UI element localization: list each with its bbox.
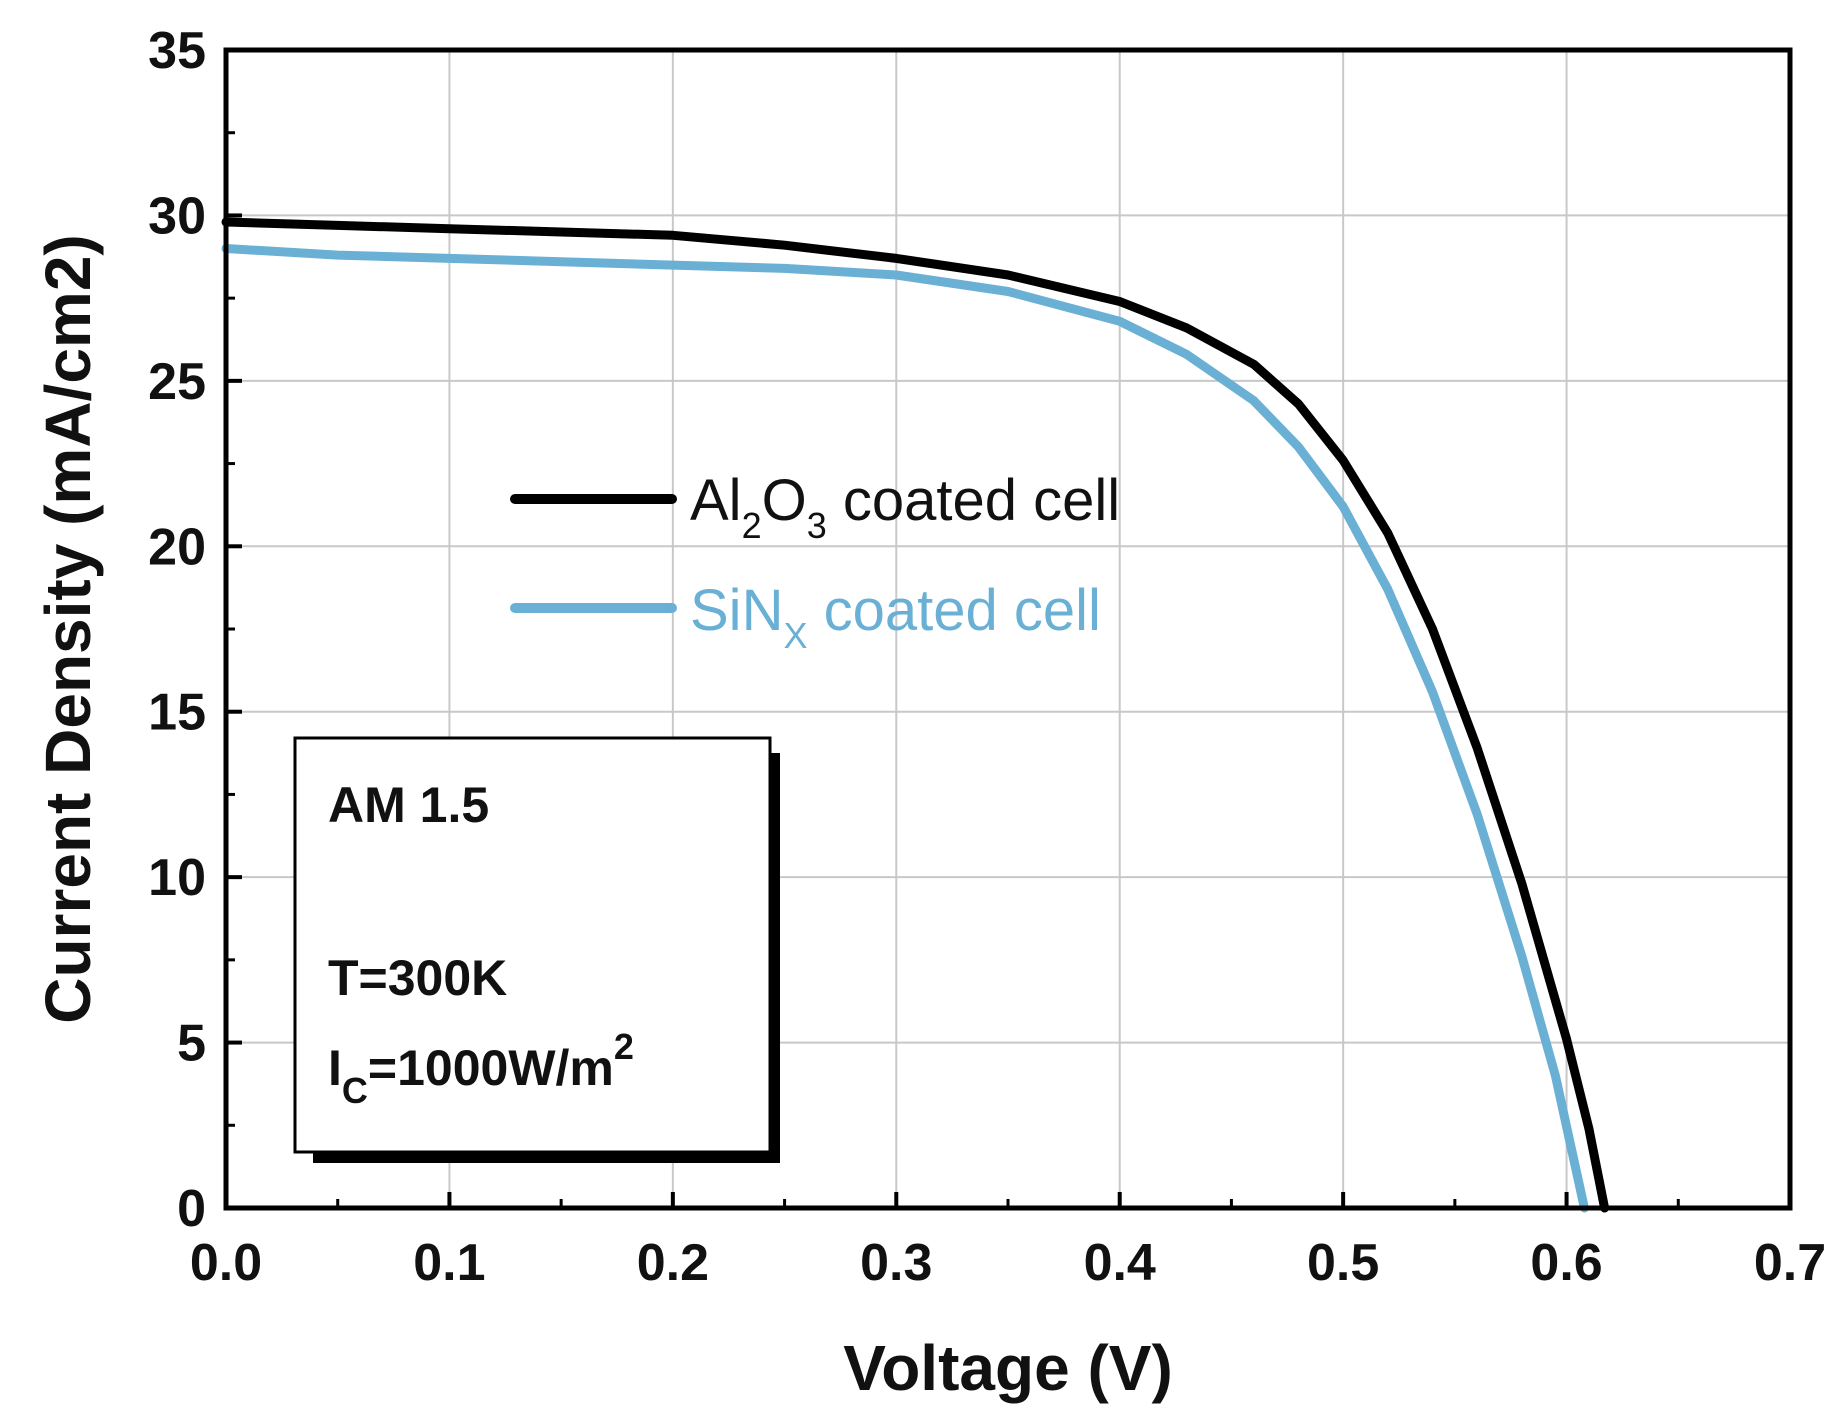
series-al2o3-line bbox=[221, 217, 1610, 1213]
condition-temperature: T=300K bbox=[328, 950, 507, 1006]
legend-label-al2o3-sub: 2 bbox=[742, 505, 762, 546]
y-tick-label: 10 bbox=[148, 849, 206, 907]
y-tick-label: 5 bbox=[177, 1015, 206, 1073]
x-tick-label: 0.4 bbox=[1084, 1234, 1156, 1292]
x-tick-label: 0.2 bbox=[637, 1234, 709, 1292]
condition-irradiance: IC=1000W/m2 bbox=[328, 1026, 634, 1111]
series-layer bbox=[221, 217, 1610, 1213]
y-tick-label: 0 bbox=[177, 1180, 206, 1238]
y-tick-label: 30 bbox=[148, 187, 206, 245]
condition-irradiance-sup: 2 bbox=[614, 1026, 634, 1067]
x-tick-label: 0.5 bbox=[1307, 1234, 1379, 1292]
x-tick-label: 0.6 bbox=[1530, 1234, 1602, 1292]
legend: Al2O3 coated cell SiNX coated cell bbox=[510, 468, 1120, 656]
y-axis-title: Current Density (mA/cm2) bbox=[32, 234, 104, 1024]
legend-label-sinx: SiNX coated cell bbox=[690, 578, 1101, 656]
axis-ticks bbox=[224, 48, 1792, 1210]
y-tick-label: 25 bbox=[148, 353, 206, 411]
x-tick-label: 0.1 bbox=[413, 1234, 485, 1292]
legend-label-al2o3-part: O bbox=[762, 468, 807, 533]
conditions-box: AM 1.5 T=300K IC=1000W/m2 bbox=[293, 736, 780, 1163]
legend-label-al2o3-sub: 3 bbox=[807, 505, 827, 546]
legend-label-al2o3: Al2O3 coated cell bbox=[690, 468, 1120, 546]
condition-air-mass: AM 1.5 bbox=[328, 777, 489, 833]
y-tick-labels: 0 5 10 15 20 25 30 35 bbox=[148, 22, 206, 1238]
legend-label-sinx-part: coated cell bbox=[807, 578, 1100, 643]
x-tick-label: 0.3 bbox=[860, 1234, 932, 1292]
condition-irradiance-part: I bbox=[328, 1040, 342, 1096]
legend-label-sinx-part: SiN bbox=[690, 578, 783, 643]
y-tick-label: 35 bbox=[148, 22, 206, 80]
x-axis-title: Voltage (V) bbox=[843, 1332, 1173, 1404]
y-tick-label: 20 bbox=[148, 518, 206, 576]
legend-label-sinx-sub: X bbox=[783, 615, 807, 656]
x-tick-label: 0.7 bbox=[1754, 1234, 1826, 1292]
x-tick-labels: 0.0 0.1 0.2 0.3 0.4 0.5 0.6 0.7 bbox=[190, 1234, 1826, 1292]
x-tick-label: 0.0 bbox=[190, 1234, 262, 1292]
conditions-box-frame bbox=[293, 736, 772, 1154]
y-tick-label: 15 bbox=[148, 684, 206, 742]
condition-irradiance-part: =1000W/m bbox=[368, 1040, 614, 1096]
legend-label-al2o3-part: coated cell bbox=[827, 468, 1120, 533]
series-sinx-line bbox=[221, 244, 1589, 1213]
condition-irradiance-sub: C bbox=[342, 1070, 368, 1111]
legend-label-al2o3-part: Al bbox=[690, 468, 742, 533]
